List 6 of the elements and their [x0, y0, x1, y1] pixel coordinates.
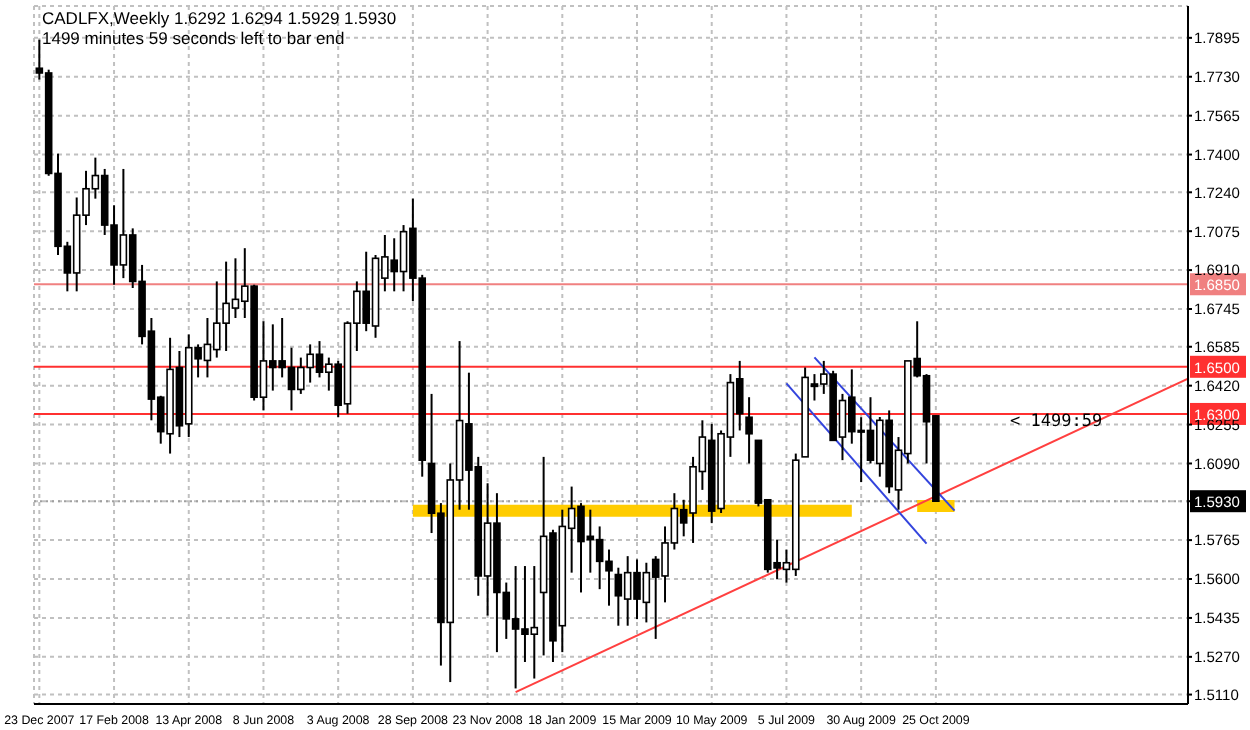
candlestick: [745, 396, 753, 465]
candlestick: [614, 566, 623, 627]
text: 1499 minutes 59 seconds left to bar end: [42, 28, 347, 48]
chart-title: CADLFX,Weekly 1.6292 1.6294 1.5929 1.5930: [42, 8, 397, 28]
candlestick: [735, 359, 744, 432]
annotation: < 1499:59: [1010, 412, 1103, 432]
